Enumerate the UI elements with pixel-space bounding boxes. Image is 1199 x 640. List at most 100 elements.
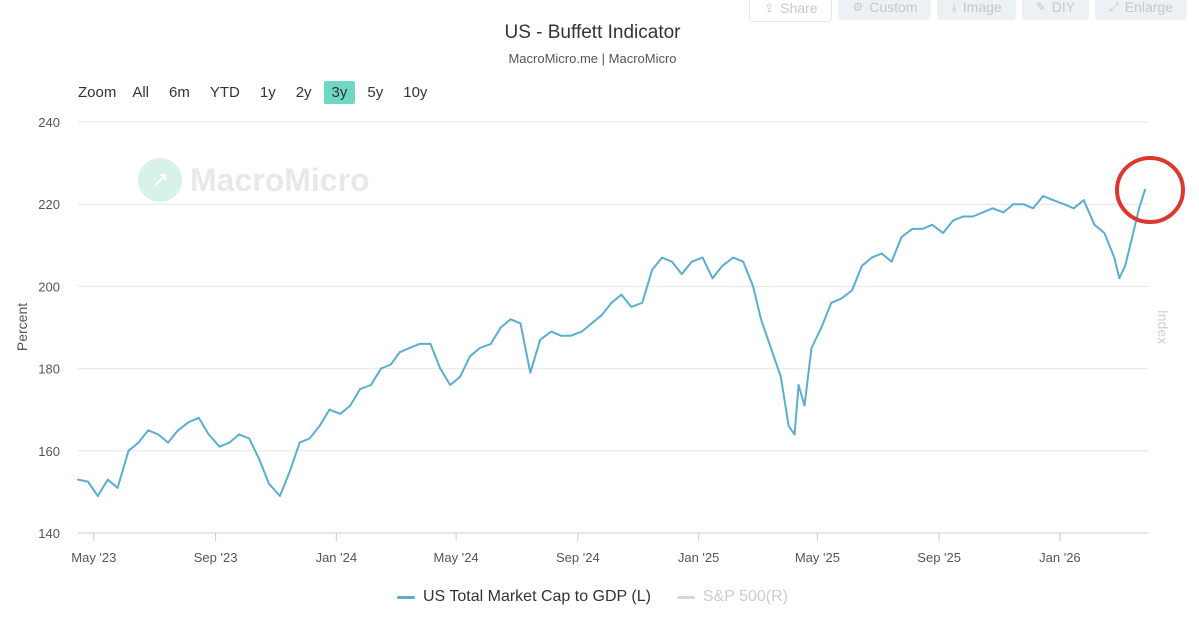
data-point [1138, 207, 1140, 210]
diy-button[interactable]: ✎ DIY [1021, 0, 1090, 20]
data-point [921, 228, 924, 230]
data-point [1082, 199, 1085, 202]
data-point [380, 367, 382, 370]
data-point [459, 375, 461, 378]
data-point [248, 437, 251, 440]
expand-icon: ⤢ [1109, 0, 1119, 14]
data-point [167, 441, 170, 444]
data-point [258, 458, 260, 460]
data-point [429, 343, 432, 345]
data-point [359, 388, 361, 390]
data-point [147, 429, 150, 432]
data-point [787, 425, 790, 427]
share-button[interactable]: ⇪ Share [749, 0, 833, 22]
x-tick-label: Sep '23 [194, 550, 238, 565]
data-point [318, 425, 321, 427]
data-point [499, 326, 502, 329]
y-axis-label: Percent [14, 303, 30, 351]
data-point [721, 264, 724, 267]
data-point [298, 441, 301, 444]
share-icon: ⇪ [764, 1, 775, 15]
y-axis-ticks: 140 160 180 200 220 240 [38, 115, 60, 541]
data-point [349, 404, 352, 407]
y-tick-label: 220 [38, 197, 60, 212]
toolbar-button-label: Enlarge [1124, 0, 1173, 15]
enlarge-button[interactable]: ⤢ Enlarge [1095, 0, 1187, 20]
data-point [820, 326, 823, 329]
download-icon: ⤓ [951, 0, 957, 14]
data-point [952, 219, 954, 222]
image-button[interactable]: ⤓ Image [937, 0, 1016, 20]
data-point [701, 256, 704, 259]
gear-icon: ⚙ [852, 0, 864, 14]
y-tick-label: 140 [38, 526, 60, 541]
data-point [408, 347, 411, 349]
data-point [539, 338, 542, 341]
data-point [449, 384, 452, 386]
data-point [810, 347, 813, 349]
data-point [489, 343, 492, 345]
data-point [560, 334, 562, 337]
data-point [328, 408, 331, 411]
range-button-all[interactable]: All [132, 84, 150, 101]
range-button-6m[interactable]: 6m [169, 84, 190, 101]
watermark: ↗ MacroMicro [138, 158, 370, 202]
data-point [87, 480, 89, 483]
x-tick-label: May '23 [71, 550, 116, 565]
data-point [770, 347, 772, 349]
data-point [339, 412, 342, 415]
macromicro-logo-icon: ↗ [138, 158, 182, 202]
legend-item[interactable]: S&P 500(R) [676, 588, 788, 606]
data-point [77, 478, 79, 481]
data-point [268, 482, 270, 485]
legend-item[interactable]: US Total Market Cap to GDP (L) [396, 588, 651, 606]
range-button-3y[interactable]: 3y [323, 81, 356, 104]
data-point [1063, 203, 1065, 206]
data-point [661, 256, 663, 259]
data-point [742, 260, 745, 263]
highlight-circle [1115, 156, 1185, 224]
custom-button[interactable]: ⚙ Custom [838, 0, 932, 20]
data-point [1022, 203, 1025, 206]
data-point [620, 293, 623, 296]
range-button-ytd[interactable]: YTD [209, 84, 240, 101]
data-point [580, 330, 583, 333]
gridlines [78, 121, 1148, 534]
data-point [981, 211, 984, 214]
data-point [218, 445, 221, 448]
data-point [991, 207, 994, 210]
zoom-label: Zoom [78, 84, 117, 101]
data-point [116, 486, 119, 489]
data-point [651, 269, 653, 271]
data-point [106, 478, 109, 481]
data-point [1131, 236, 1134, 239]
data-point [479, 347, 481, 349]
legend-label: US Total Market Cap to GDP (L) [422, 588, 651, 605]
data-point [890, 260, 893, 263]
data-point [1002, 211, 1005, 214]
data-point [931, 223, 934, 226]
toolbar-button-label: Custom [869, 0, 918, 15]
data-point [127, 449, 130, 452]
data-point [690, 260, 693, 263]
data-point [680, 273, 683, 275]
range-button-1y[interactable]: 1y [259, 84, 276, 101]
legend-label: S&P 500(R) [702, 588, 788, 605]
range-button-2y[interactable]: 2y [295, 84, 312, 101]
data-point [641, 301, 644, 304]
data-point [870, 256, 873, 259]
x-tick-label: Sep '24 [556, 550, 600, 565]
data-point [1072, 207, 1075, 210]
range-button-5y[interactable]: 5y [367, 84, 384, 101]
data-point [308, 437, 311, 440]
data-point [288, 470, 291, 473]
data-point [610, 301, 613, 304]
data-point [971, 215, 974, 218]
series-line-market-cap-to-gdp [77, 188, 1146, 497]
range-button-10y[interactable]: 10y [403, 84, 428, 101]
data-point [228, 441, 231, 444]
data-point [1093, 223, 1096, 226]
data-point [630, 306, 633, 308]
data-point [529, 371, 532, 374]
range-selector: Zoom All 6m YTD 1y 2y 3y 5y 10y [70, 81, 439, 104]
